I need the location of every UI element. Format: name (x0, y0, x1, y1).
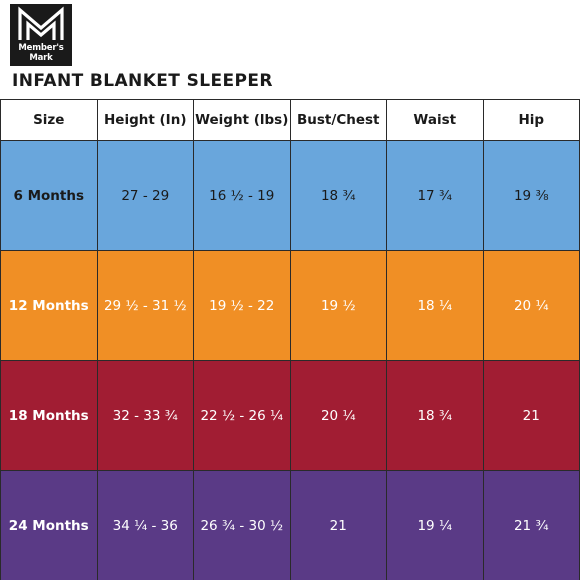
weight-cell: 16 ½ - 19 (193, 140, 291, 251)
weight-cell: 22 ½ - 26 ¼ (193, 360, 291, 471)
waist-cell: 19 ¼ (386, 470, 484, 580)
waist-cell: 18 ¼ (386, 250, 484, 361)
bust-chest-cell: 21 (289, 470, 387, 580)
logo-text-mark: Mark (29, 53, 53, 63)
height-cell: 34 ¼ - 36 (96, 470, 194, 580)
m-monogram-icon (18, 6, 64, 40)
header-weight: Weight (lbs) (193, 99, 291, 141)
table-header-row: Size Height (In) Weight (lbs) Bust/Chest… (0, 99, 580, 141)
size-cell: 18 Months (0, 360, 98, 471)
hip-cell: 19 ⅜ (482, 140, 580, 251)
height-cell: 32 - 33 ¾ (96, 360, 194, 471)
weight-cell: 26 ¾ - 30 ½ (193, 470, 291, 580)
header-waist: Waist (386, 99, 484, 141)
waist-cell: 18 ¾ (386, 360, 484, 471)
height-cell: 27 - 29 (96, 140, 194, 251)
header-hip: Hip (482, 99, 580, 141)
table-row-24-months: 24 Months 34 ¼ - 36 26 ¾ - 30 ½ 21 19 ¼ … (0, 470, 580, 580)
hip-cell: 20 ¼ (482, 250, 580, 361)
table-row-18-months: 18 Months 32 - 33 ¾ 22 ½ - 26 ¼ 20 ¼ 18 … (0, 360, 580, 471)
weight-cell: 19 ½ - 22 (193, 250, 291, 361)
bust-chest-cell: 19 ½ (289, 250, 387, 361)
logo-text-members: Member's (18, 43, 64, 53)
size-cell: 24 Months (0, 470, 98, 580)
hip-cell: 21 (482, 360, 580, 471)
brand-logo: Member's Mark (10, 4, 72, 66)
hip-cell: 21 ¾ (482, 470, 580, 580)
page-title: INFANT BLANKET SLEEPER (12, 71, 273, 91)
size-cell: 12 Months (0, 250, 98, 361)
table-row-12-months: 12 Months 29 ½ - 31 ½ 19 ½ - 22 19 ½ 18 … (0, 250, 580, 361)
bust-chest-cell: 20 ¼ (289, 360, 387, 471)
size-chart-table: Size Height (In) Weight (lbs) Bust/Chest… (0, 99, 580, 580)
waist-cell: 17 ¾ (386, 140, 484, 251)
size-cell: 6 Months (0, 140, 98, 251)
header-bust-chest: Bust/Chest (289, 99, 387, 141)
header-size: Size (0, 99, 98, 141)
bust-chest-cell: 18 ¾ (289, 140, 387, 251)
table-row-6-months: 6 Months 27 - 29 16 ½ - 19 18 ¾ 17 ¾ 19 … (0, 140, 580, 251)
header-height: Height (In) (96, 99, 194, 141)
height-cell: 29 ½ - 31 ½ (96, 250, 194, 361)
